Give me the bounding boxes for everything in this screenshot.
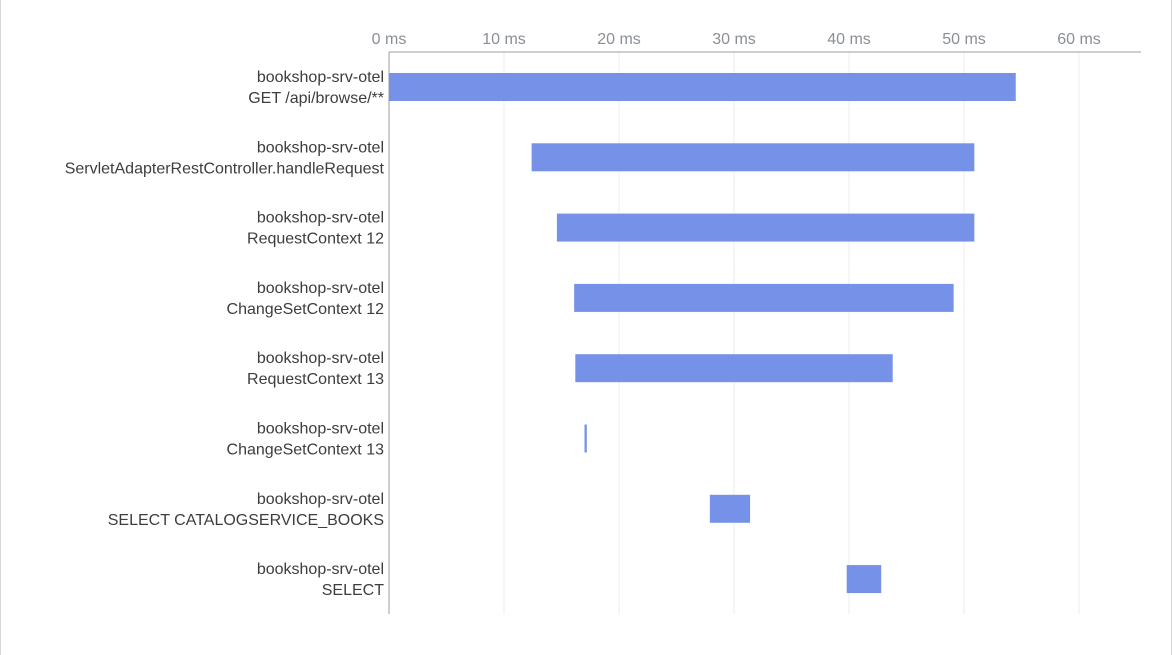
x-tick-label: 40 ms xyxy=(827,31,871,48)
span-operation-label: RequestContext 12 xyxy=(247,231,384,248)
span-bars xyxy=(389,73,1016,594)
x-axis: 0 ms 10 ms 20 ms 30 ms 40 ms 50 ms 60 ms xyxy=(372,31,1141,614)
span-operation-label: SELECT CATALOGSERVICE_BOOKS xyxy=(108,512,384,529)
span-bar[interactable] xyxy=(574,283,954,312)
span-service-label: bookshop-srv-otel xyxy=(257,69,384,86)
span-bar[interactable] xyxy=(584,424,587,453)
x-tick-label: 50 ms xyxy=(942,31,986,48)
span-service-label: bookshop-srv-otel xyxy=(257,561,384,578)
span-bar[interactable] xyxy=(531,143,975,172)
span-bar[interactable] xyxy=(846,565,882,594)
span-operation-label: SELECT xyxy=(322,582,384,599)
span-service-label: bookshop-srv-otel xyxy=(257,421,384,438)
x-tick-label: 20 ms xyxy=(597,31,641,48)
span-service-label: bookshop-srv-otel xyxy=(257,280,384,297)
span-operation-label: RequestContext 13 xyxy=(247,371,384,388)
span-bar[interactable] xyxy=(709,494,751,523)
span-operation-label: ServletAdapterRestController.handleReque… xyxy=(65,160,385,177)
x-tick-label: 10 ms xyxy=(482,31,526,48)
span-service-label: bookshop-srv-otel xyxy=(257,491,384,508)
span-operation-label: ChangeSetContext 13 xyxy=(227,442,385,459)
span-operation-label: ChangeSetContext 12 xyxy=(227,301,385,318)
grid-lines xyxy=(503,52,1080,614)
frame-left-border xyxy=(0,0,1,655)
x-tick-label: 30 ms xyxy=(712,31,756,48)
x-tick-label: 60 ms xyxy=(1057,31,1101,48)
span-labels: bookshop-srv-otel GET /api/browse/** books… xyxy=(65,69,385,599)
span-operation-label: GET /api/browse/** xyxy=(248,90,384,107)
x-tick-label: 0 ms xyxy=(372,31,407,48)
span-service-label: bookshop-srv-otel xyxy=(257,210,384,227)
span-bar[interactable] xyxy=(389,73,1016,101)
span-service-label: bookshop-srv-otel xyxy=(257,139,384,156)
span-bar[interactable] xyxy=(575,354,893,383)
frame-right-border xyxy=(1171,0,1172,655)
span-bar[interactable] xyxy=(556,213,975,242)
span-service-label: bookshop-srv-otel xyxy=(257,350,384,367)
